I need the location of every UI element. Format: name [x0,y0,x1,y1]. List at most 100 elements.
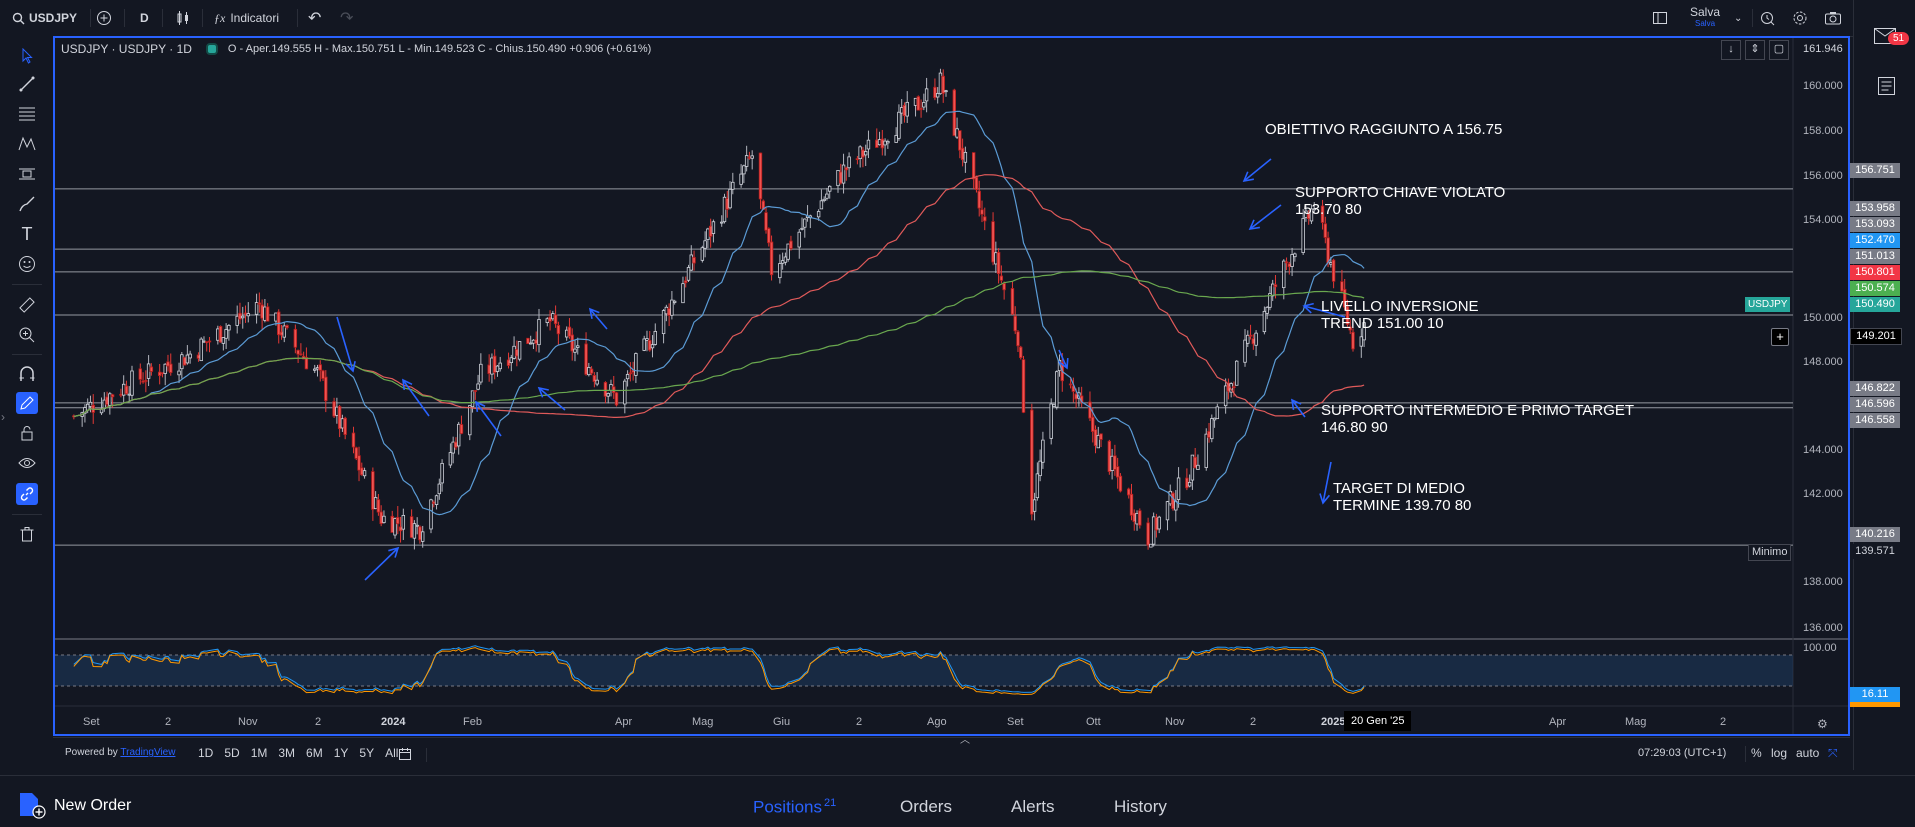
cursor-tool[interactable] [16,45,38,67]
candle-body [855,158,860,161]
candle-body [202,340,206,343]
goto-date-button[interactable] [397,746,413,767]
brush-tool[interactable] [16,193,38,215]
candle-body [340,418,345,429]
candle-body [141,380,145,383]
axis-settings-button[interactable]: ⚙ [1817,717,1828,731]
range-6m[interactable]: 6M [306,746,323,760]
candle-body [362,470,367,477]
candle-body [293,328,298,348]
news-button[interactable] [1875,75,1897,102]
chart-type-button[interactable] [175,0,191,36]
price-label: 154.000 [1803,214,1843,226]
annotation-key-support-line2: 153.70 80 [1295,201,1362,218]
candle-body [933,86,937,98]
expand-panel-button[interactable]: ︿ [957,731,973,746]
visibility-tool[interactable] [16,452,38,474]
scale-icon: ⤧ [1828,746,1838,760]
alert-button[interactable] [1760,0,1776,36]
candle-body [473,390,478,392]
tab-orders[interactable]: Orders [900,797,952,816]
scroll-down-button[interactable]: ↓ [1721,40,1741,60]
candle-body [858,146,862,160]
candle-body [589,368,594,374]
candle-body [991,221,995,263]
zoom-tool[interactable] [16,324,38,346]
range-all[interactable]: All [385,746,399,760]
tab-history[interactable]: History [1114,797,1167,816]
settings-button[interactable] [1792,0,1808,36]
symbol-search[interactable]: USDJPY [12,0,77,36]
candle-body [1215,406,1220,420]
keep-drawing-tool[interactable] [16,392,38,414]
layout-button[interactable] [1652,0,1668,36]
new-order-button[interactable]: New Order [18,792,131,820]
log-scale-button[interactable]: log [1771,746,1788,760]
trendline-tool[interactable] [16,73,38,95]
delete-tool[interactable] [16,523,38,545]
save-button[interactable]: Salva Salva [1690,0,1720,36]
maximize-button[interactable]: ▢ [1769,40,1789,60]
emoji-tool[interactable] [16,253,38,275]
candle-body [883,140,887,146]
interval-button[interactable]: D [140,11,149,25]
lock-tool[interactable] [16,422,38,444]
range-1d[interactable]: 1D [198,746,214,760]
text-tool[interactable]: T [16,223,38,245]
candle-body [296,349,300,355]
candle-body [282,325,286,338]
measure-tool[interactable] [16,294,38,316]
prediction-tool[interactable] [16,163,38,185]
candle-body [1113,455,1117,470]
tradingview-link[interactable]: TradingView [120,747,176,758]
pattern-tool[interactable] [16,133,38,155]
candle-body [1052,404,1056,407]
candle-body [742,165,746,175]
candle-body [960,147,965,161]
annotation-arrow-head [1290,398,1302,411]
compare-button[interactable] [96,0,112,36]
notifications-button[interactable]: 51 [1873,24,1910,51]
candle-body [196,354,201,359]
candle-body [576,345,580,348]
notification-badge: 51 [1888,32,1910,45]
candle-body [747,156,752,159]
range-1m[interactable]: 1M [250,746,268,760]
candle-body [880,138,885,149]
range-5y[interactable]: 5Y [359,746,375,760]
candle-body [692,257,696,264]
candle-body [1290,254,1294,267]
candle-body [1204,433,1208,468]
chart-panel[interactable]: USDJPY · USDJPY · 1D O - Aper.149.555 H … [53,36,1902,736]
indicators-button[interactable]: ƒx Indicatori [214,0,279,36]
tab-positions[interactable]: Positions 21 [753,797,836,818]
sync-drawings-tool[interactable] [16,483,38,505]
save-menu-button[interactable]: ⌄ [1734,0,1742,36]
chart-settings-button[interactable]: ⤧ [1828,746,1838,761]
snapshot-button[interactable] [1824,0,1842,36]
add-alert-button[interactable]: + [1771,328,1789,346]
candle-body [263,306,267,321]
chart-canvas[interactable] [55,38,1848,734]
range-1y[interactable]: 1Y [333,746,349,760]
candle-body [299,353,303,356]
candle-body [825,193,829,199]
candle-body [207,340,212,343]
candle-body [1068,383,1073,386]
collapse-toolbar-icon[interactable]: › [1,410,5,424]
fib-tool[interactable] [16,103,38,125]
candle-body [509,357,514,364]
annotation-arrow [1243,158,1272,182]
undo-button[interactable]: ↶ [308,0,321,36]
percent-scale-button[interactable]: % [1751,746,1762,760]
candle-body [551,313,555,320]
collapse-button[interactable]: ⇕ [1745,40,1765,60]
tab-alerts[interactable]: Alerts [1011,797,1055,816]
annotation-arrow [1058,349,1068,369]
candle-body [105,396,109,405]
magnet-tool[interactable] [16,363,38,385]
redo-button[interactable]: ↷ [340,0,353,36]
range-5d[interactable]: 5D [224,746,240,760]
auto-scale-button[interactable]: auto [1796,746,1820,760]
range-3m[interactable]: 3M [278,746,296,760]
